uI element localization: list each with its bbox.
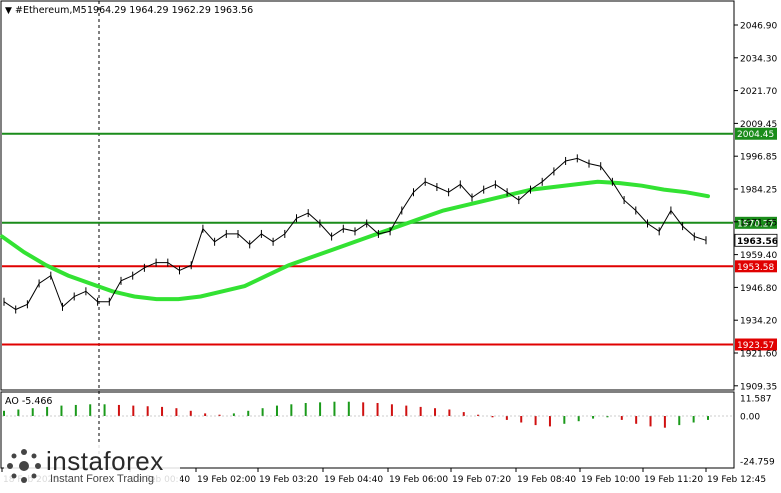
watermark-brand: instaforex bbox=[46, 446, 164, 476]
ao-tick-label-2: -24.759 bbox=[740, 458, 775, 468]
current-price-tag-label: 1963.56 bbox=[737, 237, 778, 247]
time-tick-label-7: 19 Feb 08:40 bbox=[517, 475, 576, 485]
time-tick-label-10: 19 Feb 12:45 bbox=[707, 475, 766, 485]
instaforex-logo-icon bbox=[7, 449, 41, 483]
current-price-tag-bg bbox=[734, 233, 778, 247]
time-tick-label-3: 19 Feb 03:20 bbox=[259, 475, 318, 485]
level-tag-bg-3 bbox=[735, 338, 777, 351]
time-tick-label-2: 19 Feb 02:00 bbox=[197, 475, 256, 485]
ao-indicator-label: AO -5.466 bbox=[5, 396, 52, 407]
main-chart-frame bbox=[0, 0, 735, 391]
current-price-tag: 1963.56 bbox=[734, 233, 778, 247]
price-tick-label-3: 2009.45 bbox=[740, 120, 777, 130]
price-tick-label-7: 1959.40 bbox=[740, 251, 777, 261]
level-tag-label-3: 1923.57 bbox=[737, 341, 774, 351]
time-tick-label-9: 19 Feb 11:20 bbox=[644, 475, 703, 485]
price-tick-label-4: 1996.85 bbox=[740, 153, 777, 163]
indicator-frame bbox=[0, 391, 735, 469]
watermark-subtitle: Instant Forex Trading bbox=[50, 473, 154, 485]
level-tag-3: 1923.57 bbox=[735, 338, 777, 351]
level-tag-bg-0 bbox=[735, 127, 777, 140]
chart-symbol-label: #Ethereum,M5 bbox=[15, 5, 87, 16]
price-line bbox=[3, 157, 707, 311]
price-tick-label-1: 2034.30 bbox=[740, 54, 777, 64]
level-tag-label-0: 2004.45 bbox=[737, 130, 774, 140]
level-tag-label-1: 1970.27 bbox=[737, 219, 774, 229]
instaforex-watermark: instaforex Instant Forex Trading bbox=[4, 444, 180, 488]
price-tick-label-6: 1971.65 bbox=[740, 218, 777, 228]
price-tick-label-10: 1921.60 bbox=[740, 350, 777, 360]
ao-tick-label-1: 0.00 bbox=[740, 413, 760, 423]
moving-average-line bbox=[0, 179, 710, 302]
level-tag-label-2: 1953.58 bbox=[737, 263, 774, 273]
level-tag-bg-2 bbox=[735, 260, 777, 273]
level-tag-1: 1970.27 bbox=[735, 216, 777, 229]
ao-tick-label-0: 11.587 bbox=[740, 395, 772, 405]
chart-ohlc-readout: 1964.29 1964.29 1962.29 1963.56 bbox=[87, 5, 253, 16]
price-tick-label-2: 2021.70 bbox=[740, 87, 777, 97]
level-tag-2: 1953.58 bbox=[735, 260, 777, 273]
level-tag-0: 2004.45 bbox=[735, 127, 777, 140]
time-tick-label-4: 19 Feb 04:40 bbox=[324, 475, 383, 485]
time-tick-label-5: 19 Feb 06:00 bbox=[389, 475, 448, 485]
level-tag-bg-1 bbox=[735, 216, 777, 229]
time-tick-label-6: 19 Feb 07:20 bbox=[452, 475, 511, 485]
price-tick-label-5: 1984.25 bbox=[740, 186, 777, 196]
price-tick-label-8: 1946.80 bbox=[740, 284, 777, 294]
price-tick-label-11: 1909.35 bbox=[740, 382, 777, 392]
price-tick-label-0: 2046.90 bbox=[740, 22, 777, 32]
symbol-dropdown-icon[interactable]: ▼ bbox=[5, 6, 12, 16]
price-tick-label-9: 1934.20 bbox=[740, 317, 777, 327]
time-tick-label-8: 19 Feb 10:00 bbox=[581, 475, 640, 485]
